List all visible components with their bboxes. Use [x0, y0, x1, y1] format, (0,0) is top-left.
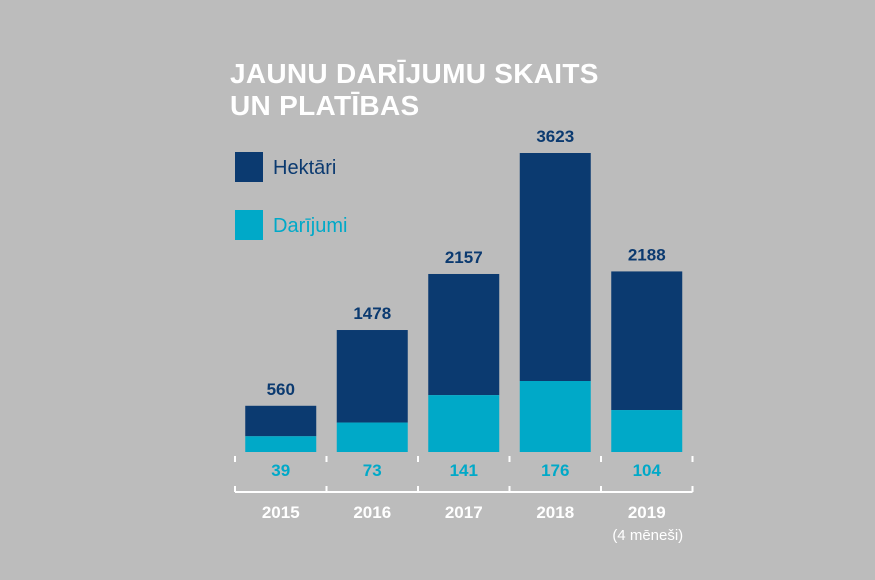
x-tick-label-2016: 2016	[353, 503, 391, 522]
bar-hektari-2016	[336, 330, 408, 423]
legend-swatch-darijumi	[235, 210, 263, 240]
bar-hektari-2017	[428, 273, 500, 396]
x-tick-label-2018: 2018	[536, 503, 574, 522]
chart-title: JAUNU DARĪJUMU SKAITS UN PLATĪBAS	[230, 58, 599, 122]
bar-darijumi-2018	[519, 381, 591, 452]
data-label-darijumi-2015: 39	[271, 461, 290, 480]
bar-hektari-2015	[245, 405, 317, 437]
data-label-hektari-2015: 560	[267, 380, 295, 399]
x-tick-label-2015: 2015	[262, 503, 300, 522]
chart-title-line-1: JAUNU DARĪJUMU SKAITS	[230, 58, 599, 89]
x-tick-label-2019: 2019	[628, 503, 666, 522]
bar-darijumi-2017	[428, 395, 500, 452]
legend-label-darijumi: Darījumi	[273, 215, 348, 237]
legend-swatch-hektari	[235, 152, 263, 182]
data-label-hektari-2016: 1478	[353, 304, 391, 323]
bar-darijumi-2016	[336, 422, 408, 452]
bar-darijumi-2015	[245, 436, 317, 452]
data-label-hektari-2018: 3623	[536, 127, 574, 146]
legend-label-hektari: Hektāri	[273, 157, 337, 179]
data-label-hektari-2017: 2157	[445, 248, 483, 267]
data-label-darijumi-2018: 176	[541, 461, 569, 480]
chart-title-line-2: UN PLATĪBAS	[230, 90, 420, 121]
bar-darijumi-2019	[611, 410, 683, 452]
bar-hektari-2019	[611, 271, 683, 411]
data-label-darijumi-2016: 73	[363, 461, 382, 480]
data-label-darijumi-2017: 141	[450, 461, 478, 480]
data-label-hektari-2019: 2188	[628, 245, 666, 264]
bar-hektari-2018	[519, 153, 591, 381]
x-tick-label-2017: 2017	[445, 503, 483, 522]
data-label-darijumi-2019: 104	[633, 461, 662, 480]
x-tick-sublabel-2019: (4 mēneši)	[612, 527, 683, 544]
